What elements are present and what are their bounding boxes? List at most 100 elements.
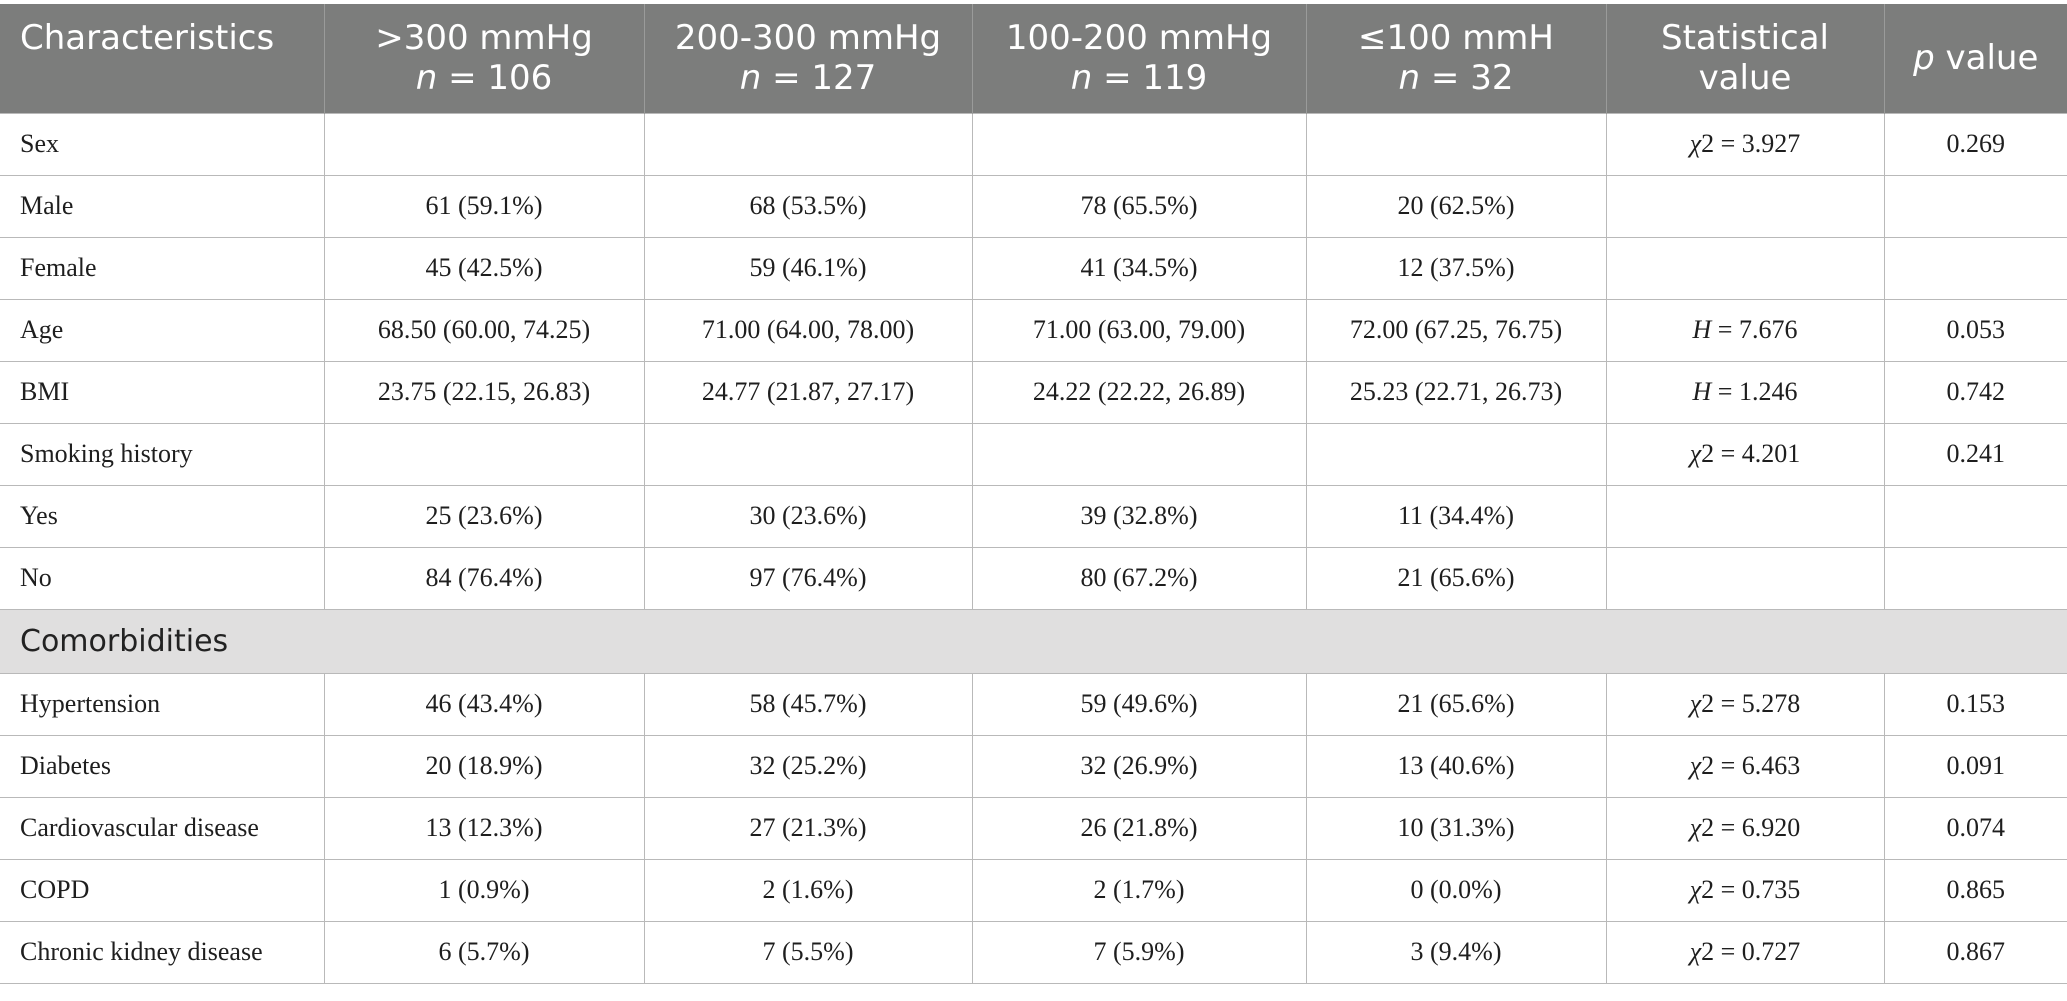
cell-group-200-300: 68 (53.5%) — [643, 174, 973, 238]
row-label: Female — [0, 236, 325, 300]
cell-statistical-value: H = 1.246 — [1605, 360, 1885, 424]
cell-group-under-100: 11 (34.4%) — [1305, 484, 1607, 548]
cell-group-100-200: 2 (1.7%) — [971, 858, 1307, 922]
row-label: No — [0, 546, 325, 610]
section-row-comorbidities: Comorbidities — [0, 608, 2067, 674]
table-row: COPD 1 (0.9%) 2 (1.6%) 2 (1.7%) 0 (0.0%)… — [0, 858, 2067, 922]
cell-group-under-100: 21 (65.6%) — [1305, 546, 1607, 610]
cell-p-value: 0.091 — [1883, 734, 2067, 798]
cell-p-value: 0.269 — [1883, 112, 2067, 176]
cell-group-200-300: 97 (76.4%) — [643, 546, 973, 610]
cell-p-value: 0.865 — [1883, 858, 2067, 922]
cell-group-200-300 — [643, 112, 973, 176]
cell-group-100-200: 78 (65.5%) — [971, 174, 1307, 238]
cell-group-100-200: 41 (34.5%) — [971, 236, 1307, 300]
row-label: Cardiovascular disease — [0, 796, 325, 860]
cell-group-over-300: 61 (59.1%) — [323, 174, 645, 238]
cell-group-over-300: 1 (0.9%) — [323, 858, 645, 922]
cell-p-value: 0.742 — [1883, 360, 2067, 424]
table-row: No 84 (76.4%) 97 (76.4%) 80 (67.2%) 21 (… — [0, 546, 2067, 610]
cell-statistical-value: χ2 = 5.278 — [1605, 672, 1885, 736]
cell-group-under-100: 13 (40.6%) — [1305, 734, 1607, 798]
cell-group-200-300: 7 (5.5%) — [643, 920, 973, 984]
cell-group-under-100: 10 (31.3%) — [1305, 796, 1607, 860]
table-row: Female 45 (42.5%) 59 (46.1%) 41 (34.5%) … — [0, 236, 2067, 300]
table-row: BMI 23.75 (22.15, 26.83) 24.77 (21.87, 2… — [0, 360, 2067, 424]
row-label: Chronic kidney disease — [0, 920, 325, 984]
header-group-under-100: ≤100 mmH n = 32 — [1305, 4, 1606, 113]
cell-group-under-100 — [1305, 112, 1607, 176]
table-row: Sex χ2 = 3.927 0.269 — [0, 112, 2067, 176]
cell-group-200-300: 32 (25.2%) — [643, 734, 973, 798]
cell-p-value: 0.241 — [1883, 422, 2067, 486]
header-characteristics: Characteristics — [0, 4, 324, 113]
row-label: Yes — [0, 484, 325, 548]
table-row: Chronic kidney disease 6 (5.7%) 7 (5.5%)… — [0, 920, 2067, 984]
cell-statistical-value: χ2 = 4.201 — [1605, 422, 1885, 486]
cell-group-over-300: 46 (43.4%) — [323, 672, 645, 736]
cell-group-100-200: 7 (5.9%) — [971, 920, 1307, 984]
row-label: Smoking history — [0, 422, 325, 486]
header-row: Characteristics >300 mmHg n = 106 200-30… — [0, 4, 2067, 113]
cell-group-100-200: 32 (26.9%) — [971, 734, 1307, 798]
row-label: Diabetes — [0, 734, 325, 798]
cell-p-value: 0.867 — [1883, 920, 2067, 984]
cell-statistical-value: H = 7.676 — [1605, 298, 1885, 362]
cell-group-over-300: 13 (12.3%) — [323, 796, 645, 860]
section-label: Comorbidities — [0, 608, 2067, 674]
table-row: Cardiovascular disease 13 (12.3%) 27 (21… — [0, 796, 2067, 860]
header-group-over-300: >300 mmHg n = 106 — [323, 4, 644, 113]
table-row: Male 61 (59.1%) 68 (53.5%) 78 (65.5%) 20… — [0, 174, 2067, 238]
cell-group-100-200: 24.22 (22.22, 26.89) — [971, 360, 1307, 424]
cell-group-over-300: 68.50 (60.00, 74.25) — [323, 298, 645, 362]
cell-statistical-value: χ2 = 6.920 — [1605, 796, 1885, 860]
cell-group-over-300: 25 (23.6%) — [323, 484, 645, 548]
table-body: Sex χ2 = 3.927 0.269 Male 61 (59.1%) 68 … — [0, 112, 2067, 984]
characteristics-table: Characteristics >300 mmHg n = 106 200-30… — [0, 4, 2067, 984]
cell-group-over-300: 84 (76.4%) — [323, 546, 645, 610]
cell-group-200-300 — [643, 422, 973, 486]
header-statistical-value: Statistical value — [1605, 4, 1884, 113]
row-label: BMI — [0, 360, 325, 424]
cell-group-under-100: 3 (9.4%) — [1305, 920, 1607, 984]
cell-statistical-value: χ2 = 0.727 — [1605, 920, 1885, 984]
cell-statistical-value — [1605, 174, 1885, 238]
cell-group-under-100: 20 (62.5%) — [1305, 174, 1607, 238]
cell-p-value — [1883, 484, 2067, 548]
cell-group-100-200: 26 (21.8%) — [971, 796, 1307, 860]
cell-group-100-200 — [971, 422, 1307, 486]
cell-group-100-200: 39 (32.8%) — [971, 484, 1307, 548]
cell-group-under-100: 72.00 (67.25, 76.75) — [1305, 298, 1607, 362]
table-row: Smoking history χ2 = 4.201 0.241 — [0, 422, 2067, 486]
cell-group-over-300: 23.75 (22.15, 26.83) — [323, 360, 645, 424]
cell-group-over-300 — [323, 422, 645, 486]
cell-group-over-300 — [323, 112, 645, 176]
cell-group-100-200 — [971, 112, 1307, 176]
table-row: Diabetes 20 (18.9%) 32 (25.2%) 32 (26.9%… — [0, 734, 2067, 798]
cell-group-under-100: 25.23 (22.71, 26.73) — [1305, 360, 1607, 424]
cell-group-over-300: 45 (42.5%) — [323, 236, 645, 300]
row-label: COPD — [0, 858, 325, 922]
cell-group-200-300: 58 (45.7%) — [643, 672, 973, 736]
header-group-200-300: 200-300 mmHg n = 127 — [643, 4, 972, 113]
cell-group-under-100 — [1305, 422, 1607, 486]
cell-group-200-300: 71.00 (64.00, 78.00) — [643, 298, 973, 362]
cell-group-100-200: 59 (49.6%) — [971, 672, 1307, 736]
cell-p-value: 0.074 — [1883, 796, 2067, 860]
cell-group-under-100: 0 (0.0%) — [1305, 858, 1607, 922]
cell-group-over-300: 20 (18.9%) — [323, 734, 645, 798]
cell-statistical-value — [1605, 484, 1885, 548]
table-row: Hypertension 46 (43.4%) 58 (45.7%) 59 (4… — [0, 672, 2067, 736]
cell-group-under-100: 21 (65.6%) — [1305, 672, 1607, 736]
cell-p-value — [1883, 174, 2067, 238]
cell-group-under-100: 12 (37.5%) — [1305, 236, 1607, 300]
header-p-value: p value — [1883, 4, 2067, 113]
cell-group-100-200: 71.00 (63.00, 79.00) — [971, 298, 1307, 362]
cell-statistical-value: χ2 = 0.735 — [1605, 858, 1885, 922]
cell-p-value — [1883, 546, 2067, 610]
row-label: Hypertension — [0, 672, 325, 736]
cell-group-200-300: 24.77 (21.87, 27.17) — [643, 360, 973, 424]
row-label: Sex — [0, 112, 325, 176]
cell-group-100-200: 80 (67.2%) — [971, 546, 1307, 610]
cell-statistical-value: χ2 = 6.463 — [1605, 734, 1885, 798]
